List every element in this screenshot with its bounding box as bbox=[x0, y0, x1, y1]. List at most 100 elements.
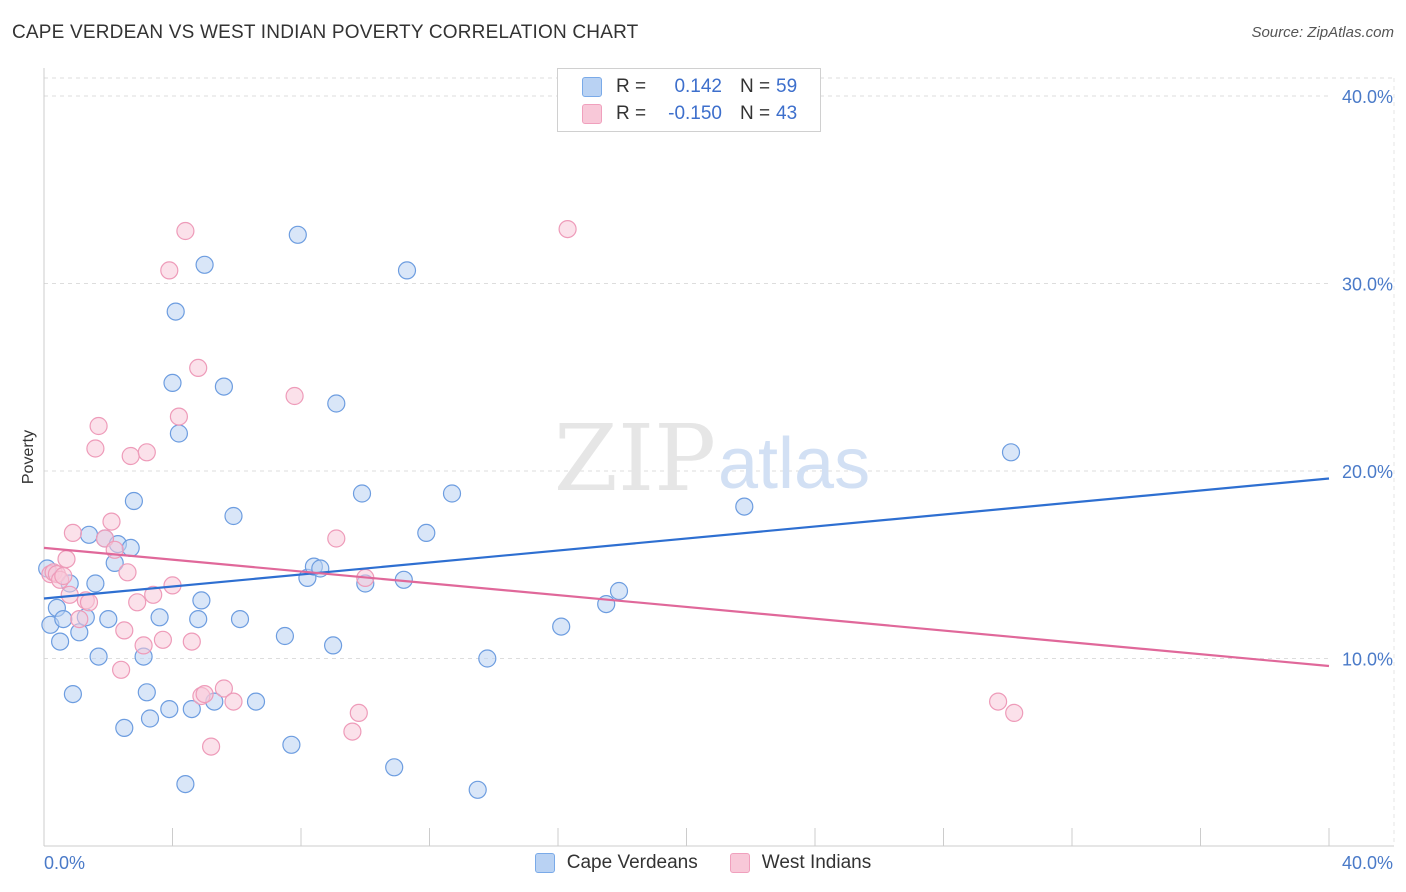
point-cape-verdean bbox=[275, 626, 294, 646]
point-cape-verdean bbox=[246, 692, 266, 711]
point-west-indian bbox=[57, 549, 76, 569]
legend-n-label: N = bbox=[740, 103, 771, 124]
point-cape-verdean bbox=[182, 699, 201, 719]
point-west-indian bbox=[349, 703, 368, 723]
chart-title: CAPE VERDEAN VS WEST INDIAN POVERTY CORR… bbox=[12, 22, 639, 43]
legend-n-value: 59 bbox=[776, 76, 798, 97]
bottom-legend-west-indians: West Indians bbox=[729, 852, 872, 874]
point-west-indian bbox=[189, 358, 208, 377]
point-west-indian bbox=[160, 261, 179, 280]
point-cape-verdean bbox=[166, 302, 185, 321]
point-cape-verdean bbox=[327, 394, 346, 413]
point-cape-verdean bbox=[1001, 443, 1021, 462]
point-west-indian bbox=[1005, 703, 1024, 723]
point-west-indian bbox=[176, 221, 195, 241]
y-tick-label: 10.0% bbox=[1342, 650, 1393, 670]
point-cape-verdean bbox=[417, 523, 436, 543]
y-tick-label: 30.0% bbox=[1342, 275, 1393, 295]
point-west-indian bbox=[115, 621, 134, 640]
point-cape-verdean bbox=[160, 699, 179, 719]
point-cape-verdean bbox=[352, 484, 372, 503]
legend-row-cape-verdeans: R = 0.142 N = 59 bbox=[582, 75, 797, 99]
point-cape-verdean bbox=[282, 735, 301, 754]
point-west-indian bbox=[988, 692, 1008, 711]
point-west-indian bbox=[128, 593, 147, 612]
trend-line-cape-verdeans bbox=[43, 477, 1330, 600]
bottom-legend-label: West Indians bbox=[761, 852, 872, 873]
point-west-indian bbox=[54, 566, 73, 586]
point-cape-verdean bbox=[89, 647, 108, 666]
grid-lines bbox=[44, 77, 1394, 659]
point-cape-verdean bbox=[115, 718, 134, 738]
legend-r-value: 0.142 bbox=[674, 76, 722, 97]
bottom-legend-swatch-blue bbox=[534, 853, 555, 873]
point-cape-verdean bbox=[288, 225, 307, 244]
point-cape-verdean bbox=[478, 649, 497, 668]
legend-row-west-indians: R = -0.150 N = 43 bbox=[582, 102, 797, 126]
point-west-indian bbox=[63, 523, 83, 543]
bottom-legend: Cape Verdeans West Indians bbox=[0, 852, 1406, 874]
y-tick-label: 20.0% bbox=[1342, 462, 1393, 482]
point-west-indian bbox=[285, 386, 304, 406]
legend-r-value: -0.150 bbox=[668, 103, 722, 124]
point-cape-verdean bbox=[163, 373, 182, 392]
point-cape-verdean bbox=[552, 617, 571, 636]
bottom-legend-label: Cape Verdeans bbox=[566, 852, 698, 873]
point-cape-verdean bbox=[169, 424, 188, 443]
point-west-indian bbox=[182, 632, 201, 651]
legend-swatch-pink bbox=[582, 104, 602, 124]
point-cape-verdean bbox=[609, 581, 629, 601]
point-cape-verdean bbox=[99, 609, 118, 629]
point-cape-verdean bbox=[54, 609, 73, 629]
point-cape-verdean bbox=[140, 709, 160, 728]
point-cape-verdean bbox=[195, 255, 214, 274]
point-cape-verdean bbox=[397, 261, 417, 280]
point-cape-verdean bbox=[468, 780, 487, 799]
point-cape-verdean bbox=[86, 574, 105, 593]
point-west-indian bbox=[118, 563, 137, 582]
legend-r-label: R = bbox=[616, 76, 647, 97]
point-west-indian bbox=[102, 512, 121, 531]
y-axis-label: Poverty bbox=[20, 430, 37, 484]
point-cape-verdean bbox=[79, 525, 99, 544]
point-cape-verdean bbox=[121, 538, 140, 558]
legend-n-value: 43 bbox=[776, 103, 798, 124]
point-west-indian bbox=[153, 630, 172, 649]
point-cape-verdean bbox=[224, 506, 243, 526]
bottom-legend-swatch-pink bbox=[729, 853, 750, 873]
point-west-indian bbox=[144, 585, 163, 604]
y-tick-label: 40.0% bbox=[1342, 87, 1393, 107]
point-west-indian bbox=[70, 609, 89, 629]
point-west-indian bbox=[195, 684, 214, 704]
point-cape-verdean bbox=[176, 774, 195, 794]
x-tick-label: 0.0% bbox=[44, 853, 85, 873]
point-cape-verdean bbox=[214, 377, 233, 396]
point-west-indian bbox=[327, 529, 346, 548]
legend-n-label: N = bbox=[740, 76, 771, 97]
x-tick-label: 40.0% bbox=[1342, 853, 1393, 873]
legend: R = 0.142 N = 59 R = -0.150 N = 43 bbox=[557, 68, 821, 132]
trend-lines bbox=[43, 477, 1330, 668]
point-west-indian bbox=[86, 439, 105, 458]
watermark-atlas: atlas bbox=[718, 424, 870, 504]
legend-swatch-blue bbox=[582, 77, 602, 97]
point-west-indian bbox=[137, 443, 156, 462]
data-points bbox=[38, 220, 1024, 799]
point-cape-verdean bbox=[324, 636, 343, 655]
source-label: Source: ZipAtlas.com bbox=[1251, 24, 1394, 41]
watermark: ZIP atlas bbox=[554, 405, 870, 512]
watermark-zip: ZIP bbox=[554, 405, 716, 512]
trend-line-west-indians bbox=[43, 546, 1330, 668]
tick-labels: 10.0% 20.0% 30.0% 40.0% 0.0% 40.0% bbox=[44, 87, 1393, 873]
point-west-indian bbox=[224, 692, 243, 711]
point-cape-verdean bbox=[189, 609, 208, 629]
point-cape-verdean bbox=[735, 497, 754, 516]
axes bbox=[43, 68, 1395, 847]
point-west-indian bbox=[214, 679, 233, 698]
point-west-indian bbox=[134, 636, 153, 655]
point-cape-verdean bbox=[124, 491, 143, 511]
legend-r-label: R = bbox=[616, 103, 647, 124]
bottom-legend-cape-verdeans: Cape Verdeans bbox=[534, 852, 698, 874]
point-cape-verdean bbox=[192, 591, 211, 610]
